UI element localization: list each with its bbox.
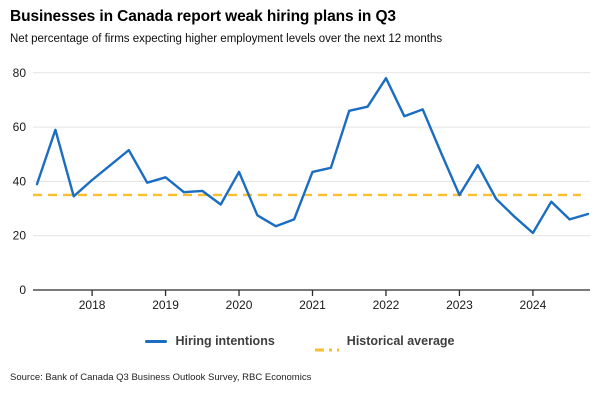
x-tick-label: 2022: [373, 298, 400, 312]
chart-legend: Hiring intentions Historical average: [0, 334, 600, 352]
x-tick-label: 2018: [79, 298, 106, 312]
x-tick-label: 2019: [152, 298, 179, 312]
y-tick-label: 40: [13, 174, 27, 188]
x-tick-label: 2023: [446, 298, 473, 312]
y-tick-label: 0: [19, 283, 26, 297]
chart-title: Businesses in Canada report weak hiring …: [10, 8, 396, 25]
source-note: Source: Bank of Canada Q3 Business Outlo…: [10, 372, 312, 383]
historical-average-dashed-swatch-icon: [314, 339, 339, 352]
legend-label: Historical average: [346, 334, 455, 348]
y-tick-label: 80: [13, 66, 27, 80]
y-tick-label: 20: [13, 229, 27, 243]
hiring-intentions-line-swatch-icon: [145, 339, 168, 343]
hiring-intentions-line: [35, 76, 590, 235]
chart-subtitle: Net percentage of firms expecting higher…: [10, 33, 443, 45]
legend-item-hiring-intentions: Hiring intentions: [145, 334, 275, 348]
x-tick-label: 2021: [299, 298, 326, 312]
legend-item-historical-average: Historical average: [314, 334, 455, 352]
x-tick-label: 2024: [520, 298, 547, 312]
x-tick-label: 2020: [226, 298, 253, 312]
legend-label: Hiring intentions: [175, 334, 275, 348]
y-tick-label: 60: [13, 120, 27, 134]
